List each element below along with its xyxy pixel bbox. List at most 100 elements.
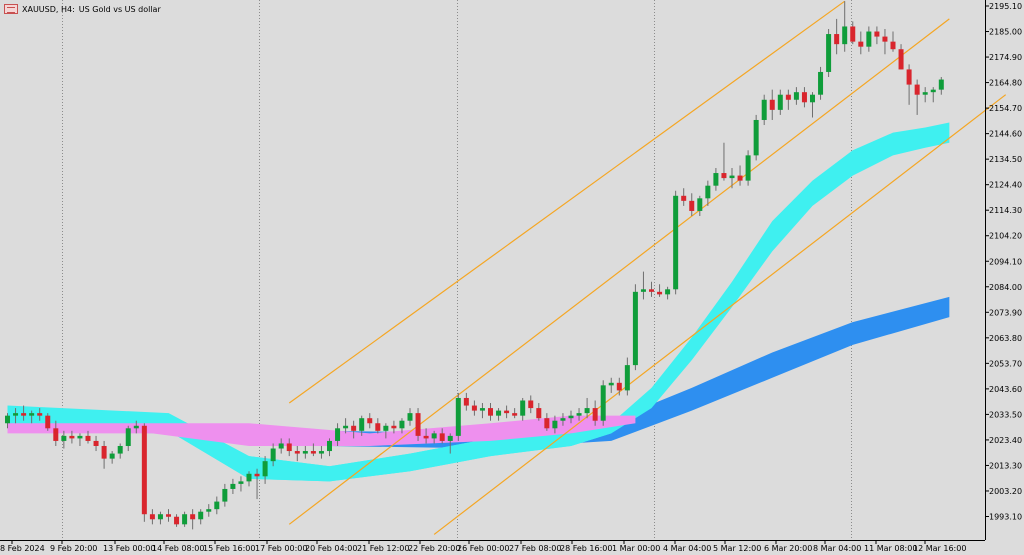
price-tick-label: 2104.20	[989, 232, 1022, 241]
candle-body	[608, 382, 614, 386]
candle-body	[198, 511, 204, 520]
candle-body	[383, 425, 389, 431]
time-tick-label: 8 Feb 2024	[0, 544, 45, 553]
candle-body	[504, 410, 510, 414]
time-tick-label: 21 Feb 12:00	[357, 544, 409, 553]
candle-body	[407, 413, 413, 421]
symbol-description: US Gold vs US dollar	[78, 4, 161, 14]
candle-body	[657, 291, 663, 295]
candle-body	[310, 451, 316, 454]
candle-body	[13, 413, 19, 416]
price-axis: 2195.10 2185.00 2174.90 2164.80 2154.70 2144.…	[985, 2, 1022, 522]
channel-line	[288, 0, 846, 404]
candle-body	[29, 413, 35, 416]
candle-body	[512, 413, 518, 416]
candle-body	[810, 94, 815, 103]
candle-body	[922, 92, 928, 95]
price-tick-label: 2063.80	[989, 334, 1022, 343]
candle-body	[270, 448, 276, 462]
candle-body	[528, 400, 534, 409]
candle-body	[182, 514, 188, 525]
candle-body	[552, 420, 558, 429]
candle-body	[141, 425, 147, 515]
candle-body	[21, 413, 27, 416]
candle-body	[109, 453, 115, 459]
candle-body	[938, 79, 944, 90]
price-tick-label: 1993.10	[989, 513, 1022, 522]
price-tick-label: 2084.00	[989, 283, 1022, 292]
candle-body	[584, 408, 590, 414]
candle-body	[399, 420, 405, 429]
candle-body	[471, 405, 477, 411]
candle-body	[834, 34, 840, 45]
candle-body	[375, 423, 381, 431]
candle-body	[318, 451, 324, 454]
candle-body	[214, 501, 220, 510]
indicator-clouds	[7, 122, 950, 482]
candle-body	[705, 185, 711, 199]
time-tick-label: 6 Mar 20:00	[764, 544, 812, 553]
price-tick-label: 2134.50	[989, 155, 1022, 164]
time-tick-label: 5 Mar 12:00	[713, 544, 761, 553]
candle-body	[45, 415, 51, 429]
price-tick-label: 2033.50	[989, 410, 1022, 419]
chart-title: XAUUSD, H4: US Gold vs US dollar	[4, 4, 161, 14]
price-tick-label: 2053.70	[989, 359, 1022, 368]
price-tick-label: 2094.10	[989, 257, 1022, 266]
candle-body	[447, 435, 453, 441]
chart-symbol-icon	[4, 4, 18, 14]
candle-body	[785, 94, 791, 100]
candle-body	[5, 415, 10, 424]
candle-body	[576, 413, 582, 416]
candle-body	[391, 425, 397, 429]
candle-body	[681, 195, 687, 201]
candle-body	[93, 440, 99, 446]
candle-body	[423, 435, 429, 439]
time-tick-label: 13 Feb 00:00	[103, 544, 155, 553]
candle-body	[69, 435, 75, 439]
candle-body	[278, 443, 284, 449]
candle-body	[866, 31, 872, 47]
price-tick-label: 2013.30	[989, 461, 1022, 470]
price-tick-label: 2003.20	[989, 487, 1022, 496]
candle-body	[254, 473, 260, 477]
candle-body	[302, 451, 308, 454]
candle-body	[479, 408, 485, 411]
price-tick-label: 2043.60	[989, 385, 1022, 394]
price-tick-label: 2164.80	[989, 79, 1022, 88]
time-tick-label: 28 Feb 16:00	[560, 544, 612, 553]
candle-body	[729, 175, 735, 179]
candle-body	[286, 443, 292, 452]
candle-body	[415, 413, 421, 436]
candle-body	[455, 397, 461, 436]
candle-body	[222, 488, 228, 502]
price-tick-label: 2195.10	[989, 2, 1022, 11]
candle-body	[874, 31, 880, 37]
slow-cloud	[7, 296, 950, 449]
price-tick-label: 2023.40	[989, 436, 1022, 445]
candle-body	[914, 84, 920, 95]
candle-body	[431, 433, 437, 439]
candle-body	[930, 89, 936, 93]
candle-body	[166, 514, 171, 517]
candle-body	[818, 71, 824, 95]
candle-body	[294, 451, 300, 454]
candle-body	[343, 425, 349, 429]
time-tick-label: 4 Mar 04:00	[663, 544, 711, 553]
candle-body	[238, 481, 244, 484]
candle-body	[367, 418, 373, 424]
candle-body	[689, 200, 695, 211]
time-tick-label: 14 Feb 08:00	[152, 544, 204, 553]
candle-body	[351, 425, 357, 431]
time-tick-label: 15 Feb 16:00	[203, 544, 255, 553]
fast-cloud-overlay	[168, 413, 612, 482]
candle-body	[890, 41, 896, 50]
time-tick-label: 26 Feb 00:00	[457, 544, 509, 553]
time-tick-label: 20 Feb 04:00	[305, 544, 357, 553]
candle-body	[536, 408, 542, 419]
candle-body	[673, 195, 679, 290]
candle-body	[640, 289, 646, 292]
fast-cloud	[7, 122, 950, 482]
